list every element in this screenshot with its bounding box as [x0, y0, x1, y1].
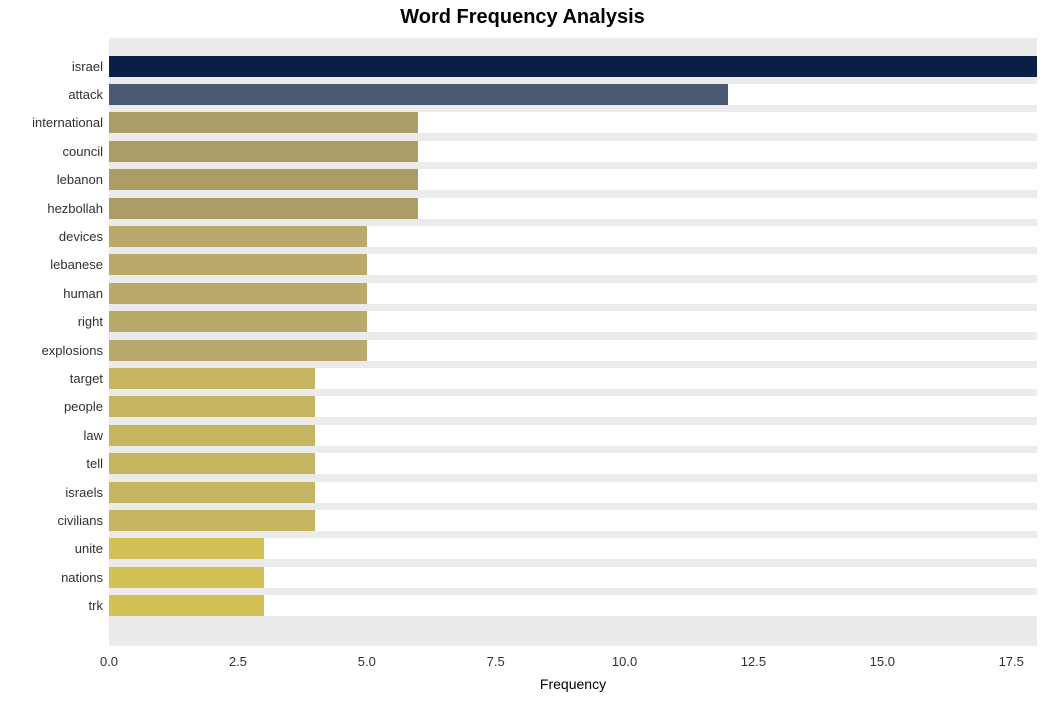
x-tick-label: 10.0 — [612, 654, 637, 669]
bar-row — [109, 56, 1037, 77]
bar-row — [109, 453, 1037, 474]
y-tick-label: devices — [59, 229, 103, 244]
bar-row — [109, 510, 1037, 531]
y-tick-label: attack — [68, 87, 103, 102]
y-tick-label: target — [70, 371, 103, 386]
y-tick-label: tell — [86, 456, 103, 471]
bar — [109, 254, 367, 275]
bar-row — [109, 112, 1037, 133]
bar — [109, 482, 315, 503]
bar-row — [109, 311, 1037, 332]
bar-row — [109, 482, 1037, 503]
bar-row — [109, 283, 1037, 304]
plot-area — [109, 38, 1037, 646]
bar — [109, 453, 315, 474]
bar — [109, 595, 264, 616]
x-tick-label: 0.0 — [100, 654, 118, 669]
bar-row — [109, 425, 1037, 446]
y-tick-label: right — [78, 314, 103, 329]
bar — [109, 56, 1037, 77]
bar — [109, 226, 367, 247]
bar-row — [109, 340, 1037, 361]
bar — [109, 538, 264, 559]
bar — [109, 169, 418, 190]
bar — [109, 340, 367, 361]
y-tick-label: israel — [72, 59, 103, 74]
y-tick-label: council — [63, 144, 103, 159]
y-tick-label: hezbollah — [47, 201, 103, 216]
bar — [109, 567, 264, 588]
bar — [109, 425, 315, 446]
bar — [109, 112, 418, 133]
bar — [109, 510, 315, 531]
x-tick-label: 2.5 — [229, 654, 247, 669]
bar-row — [109, 198, 1037, 219]
bar-row — [109, 141, 1037, 162]
y-tick-label: explosions — [42, 343, 103, 358]
y-tick-label: lebanon — [57, 172, 103, 187]
chart-title: Word Frequency Analysis — [0, 6, 1045, 29]
bar — [109, 396, 315, 417]
y-tick-label: lebanese — [50, 257, 103, 272]
x-tick-label: 12.5 — [741, 654, 766, 669]
bar — [109, 84, 728, 105]
y-tick-label: nations — [61, 570, 103, 585]
y-tick-label: law — [83, 428, 103, 443]
bar-row — [109, 368, 1037, 389]
y-tick-label: trk — [89, 598, 103, 613]
bar-row — [109, 169, 1037, 190]
x-tick-label: 5.0 — [358, 654, 376, 669]
bar-row — [109, 396, 1037, 417]
y-tick-label: israels — [65, 485, 103, 500]
y-tick-label: human — [63, 286, 103, 301]
y-tick-label: people — [64, 399, 103, 414]
bar-row — [109, 595, 1037, 616]
bar — [109, 368, 315, 389]
chart-container: Word Frequency Analysis israel attack inte… — [0, 0, 1045, 701]
bar — [109, 311, 367, 332]
y-tick-label: civilians — [57, 513, 103, 528]
bar — [109, 283, 367, 304]
bar-row — [109, 84, 1037, 105]
bar — [109, 141, 418, 162]
bar-row — [109, 567, 1037, 588]
bar-row — [109, 538, 1037, 559]
x-tick-label: 7.5 — [487, 654, 505, 669]
x-tick-label: 15.0 — [870, 654, 895, 669]
bar-row — [109, 226, 1037, 247]
bar — [109, 198, 418, 219]
x-axis-label: Frequency — [109, 676, 1037, 692]
bar-row — [109, 254, 1037, 275]
x-tick-label: 17.5 — [999, 654, 1024, 669]
y-tick-label: international — [32, 115, 103, 130]
y-tick-label: unite — [75, 541, 103, 556]
